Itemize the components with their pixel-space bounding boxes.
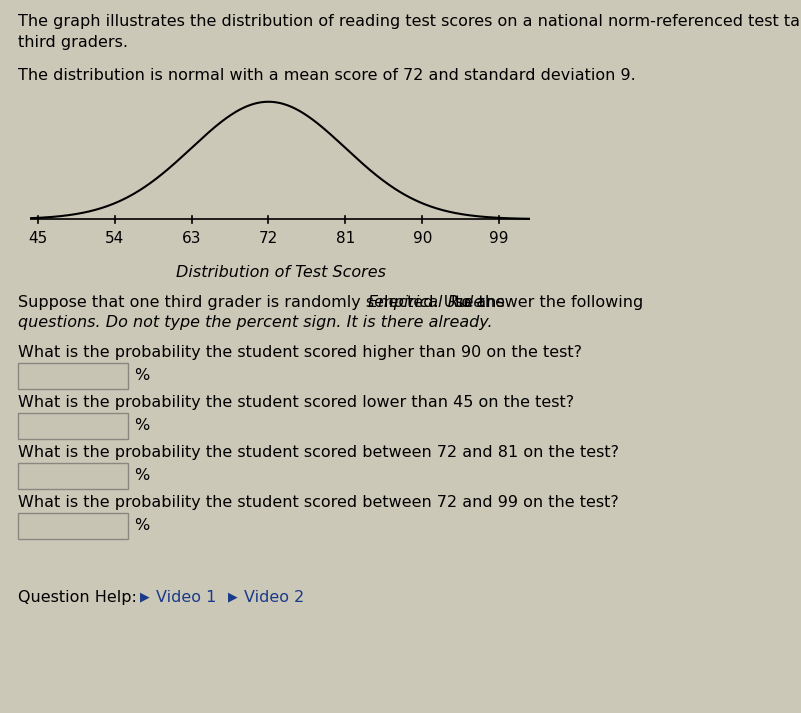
- Text: third graders.: third graders.: [18, 35, 127, 50]
- Text: The graph illustrates the distribution of reading test scores on a national norm: The graph illustrates the distribution o…: [18, 14, 801, 29]
- Text: ▶: ▶: [228, 590, 238, 603]
- Text: What is the probability the student scored lower than 45 on the test?: What is the probability the student scor…: [18, 395, 574, 410]
- Text: What is the probability the student scored higher than 90 on the test?: What is the probability the student scor…: [18, 345, 582, 360]
- Text: Video 2: Video 2: [244, 590, 304, 605]
- Text: %: %: [134, 468, 149, 483]
- Text: Video 1: Video 1: [156, 590, 216, 605]
- Text: 99: 99: [489, 231, 509, 246]
- Text: Question Help:: Question Help:: [18, 590, 136, 605]
- Text: Distribution of Test Scores: Distribution of Test Scores: [176, 265, 386, 280]
- Text: The distribution is normal with a mean score of 72 and standard deviation 9.: The distribution is normal with a mean s…: [18, 68, 635, 83]
- Text: What is the probability the student scored between 72 and 99 on the test?: What is the probability the student scor…: [18, 495, 618, 510]
- Text: 63: 63: [182, 231, 201, 246]
- Text: 72: 72: [259, 231, 278, 246]
- Text: questions. Do not type the percent sign. It is there already.: questions. Do not type the percent sign.…: [18, 315, 493, 330]
- Text: %: %: [134, 369, 149, 384]
- Text: 81: 81: [336, 231, 355, 246]
- Text: ▶: ▶: [140, 590, 150, 603]
- Text: 45: 45: [28, 231, 47, 246]
- Text: 54: 54: [105, 231, 124, 246]
- Text: Suppose that one third grader is randomly selected. Use the: Suppose that one third grader is randoml…: [18, 295, 509, 310]
- Text: to answer the following: to answer the following: [450, 295, 643, 310]
- Text: Empirical Rule: Empirical Rule: [368, 295, 484, 310]
- Text: What is the probability the student scored between 72 and 81 on the test?: What is the probability the student scor…: [18, 445, 618, 460]
- Text: %: %: [134, 419, 149, 434]
- Text: 90: 90: [413, 231, 432, 246]
- Text: %: %: [134, 518, 149, 533]
